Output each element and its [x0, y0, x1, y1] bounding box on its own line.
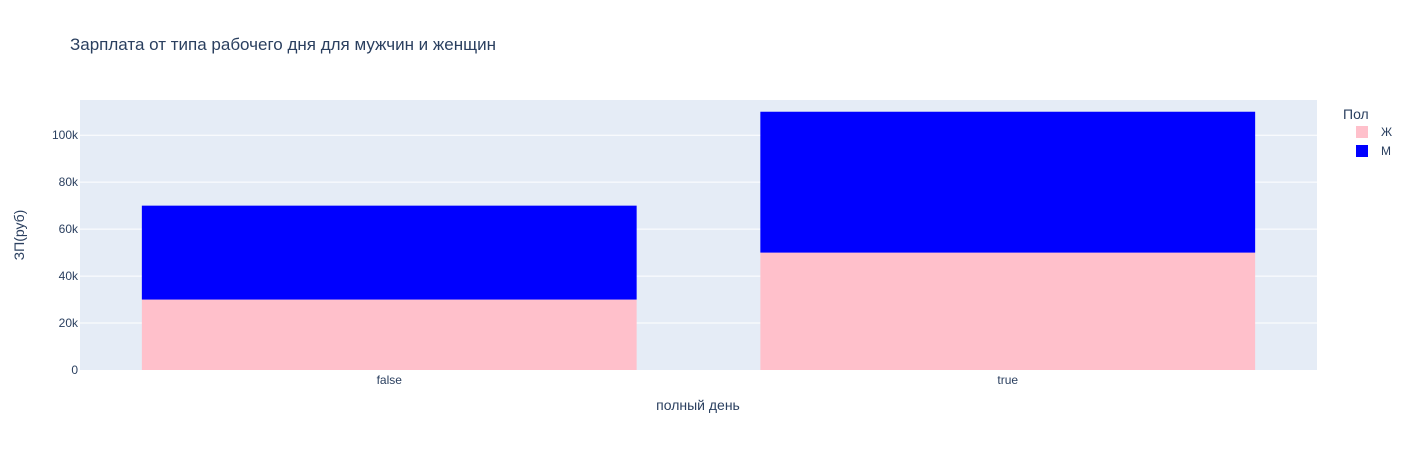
legend-swatch: [1356, 126, 1368, 138]
bar-Ж-false: [141, 299, 637, 370]
y-axis-title: ЗП(руб): [11, 210, 27, 261]
y-tick-label: 60k: [59, 222, 79, 236]
y-tick-label: 0: [71, 363, 78, 377]
legend-label: М: [1381, 144, 1391, 158]
y-tick-label: 80k: [59, 175, 79, 189]
x-axis: false true: [377, 373, 1019, 387]
x-tick-label: true: [997, 373, 1018, 387]
y-tick-label: 40k: [59, 269, 79, 283]
bar-М-true: [760, 111, 1256, 253]
y-axis: 0 20k 40k 60k 80k 100k: [52, 128, 79, 377]
x-axis-title: полный день: [656, 397, 740, 413]
legend-label: Ж: [1381, 125, 1392, 139]
legend: Пол ЖМ: [1343, 106, 1392, 158]
y-tick-label: 100k: [52, 128, 79, 142]
chart-title: Зарплата от типа рабочего дня для мужчин…: [70, 35, 496, 54]
legend-swatch: [1356, 145, 1368, 157]
x-tick-label: false: [377, 373, 403, 387]
bar-М-false: [141, 205, 637, 300]
y-tick-label: 20k: [59, 316, 79, 330]
bars: [141, 111, 1256, 370]
legend-title: Пол: [1343, 106, 1369, 122]
bar-Ж-true: [760, 252, 1256, 370]
